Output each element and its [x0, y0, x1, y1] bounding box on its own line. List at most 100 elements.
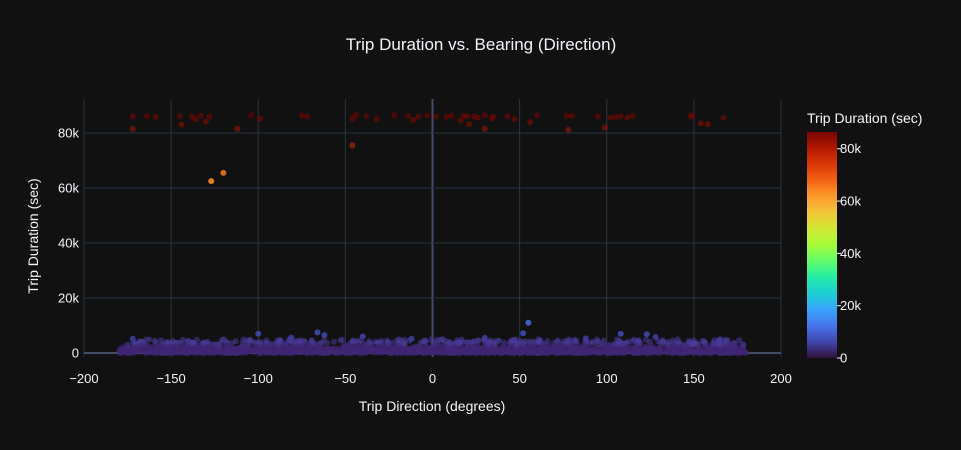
- data-point: [552, 342, 559, 349]
- x-tick-label: 200: [770, 371, 792, 386]
- data-point: [352, 342, 359, 349]
- data-point: [146, 336, 153, 343]
- data-point: [138, 349, 145, 356]
- y-tick-label: 80k: [58, 126, 79, 141]
- x-tick-label: −200: [69, 371, 98, 386]
- x-axis-ticks: −200 −150 −100 −50 0 50 100 150 200: [69, 371, 792, 386]
- data-point: [506, 344, 513, 351]
- colorbar: Trip Duration (sec) 0 20k 40k 60k 80k: [807, 110, 922, 366]
- data-point: [204, 338, 211, 345]
- data-point: [256, 115, 263, 122]
- data-point: [179, 340, 186, 347]
- data-point: [676, 339, 683, 346]
- data-point: [587, 348, 594, 355]
- data-point: [539, 349, 546, 356]
- data-point: [629, 112, 636, 119]
- data-point: [529, 341, 536, 348]
- data-point: [399, 347, 406, 354]
- data-point: [571, 336, 578, 343]
- data-point: [367, 345, 374, 352]
- data-point: [527, 119, 534, 125]
- data-point: [709, 340, 716, 347]
- data-point: [120, 347, 127, 354]
- colorbar-tick-label: 60k: [840, 194, 861, 209]
- data-point: [443, 344, 450, 351]
- data-point: [255, 330, 262, 337]
- data-point: [739, 341, 746, 348]
- x-tick-label: −50: [334, 371, 356, 386]
- data-point: [528, 348, 535, 355]
- data-point: [668, 348, 675, 355]
- data-point: [279, 343, 286, 350]
- data-point: [354, 348, 361, 355]
- data-point: [274, 339, 281, 346]
- data-point: [416, 347, 423, 354]
- data-point: [602, 124, 609, 131]
- data-point: [349, 142, 356, 149]
- data-point: [388, 349, 395, 356]
- data-point: [510, 349, 517, 356]
- data-point: [382, 348, 389, 355]
- data-point: [704, 121, 711, 128]
- data-point: [481, 112, 488, 119]
- data-point: [487, 339, 494, 346]
- data-point: [516, 337, 523, 344]
- data-point: [129, 113, 136, 120]
- data-point: [239, 349, 246, 356]
- data-point: [448, 112, 455, 119]
- data-point: [448, 349, 455, 356]
- colorbar-tick-label: 40k: [840, 246, 861, 261]
- x-tick-label: 50: [512, 371, 526, 386]
- data-point: [254, 343, 261, 350]
- data-point: [541, 342, 548, 349]
- data-point: [463, 339, 470, 346]
- data-point: [504, 349, 511, 356]
- data-point: [512, 341, 519, 348]
- data-point: [534, 112, 541, 119]
- data-point: [258, 349, 265, 356]
- data-point: [274, 347, 281, 354]
- data-point: [424, 112, 431, 119]
- data-point: [621, 340, 628, 347]
- data-point: [324, 339, 331, 346]
- data-point: [495, 337, 502, 344]
- data-point: [680, 349, 687, 356]
- data-point: [565, 349, 572, 356]
- data-point: [158, 337, 165, 344]
- data-point: [504, 113, 511, 120]
- data-point: [671, 343, 678, 350]
- data-point: [374, 339, 381, 346]
- data-point: [525, 319, 532, 326]
- data-point: [729, 342, 736, 349]
- data-point: [197, 112, 204, 119]
- data-point: [522, 338, 529, 345]
- data-point: [401, 336, 408, 343]
- data-point: [248, 112, 255, 119]
- data-point: [607, 114, 614, 121]
- colorbar-tick-label: 20k: [840, 298, 861, 313]
- x-tick-label: −150: [156, 371, 185, 386]
- data-point: [374, 346, 381, 353]
- data-point: [612, 114, 619, 121]
- data-point: [476, 349, 483, 356]
- data-point: [240, 336, 247, 343]
- data-point: [593, 336, 600, 343]
- data-point: [288, 334, 295, 341]
- data-point: [234, 125, 241, 132]
- y-tick-label: 60k: [58, 181, 79, 196]
- data-point: [499, 349, 506, 356]
- data-point: [617, 113, 624, 120]
- data-point: [308, 337, 315, 344]
- data-point: [559, 341, 566, 348]
- data-point: [185, 338, 192, 345]
- data-point: [710, 344, 717, 351]
- data-point: [544, 346, 551, 353]
- data-point: [573, 349, 580, 356]
- data-point: [180, 345, 187, 352]
- data-point: [481, 125, 488, 132]
- data-point: [625, 346, 632, 353]
- data-point: [316, 343, 323, 350]
- data-point: [717, 336, 724, 343]
- data-point: [412, 343, 419, 350]
- data-point: [474, 114, 481, 121]
